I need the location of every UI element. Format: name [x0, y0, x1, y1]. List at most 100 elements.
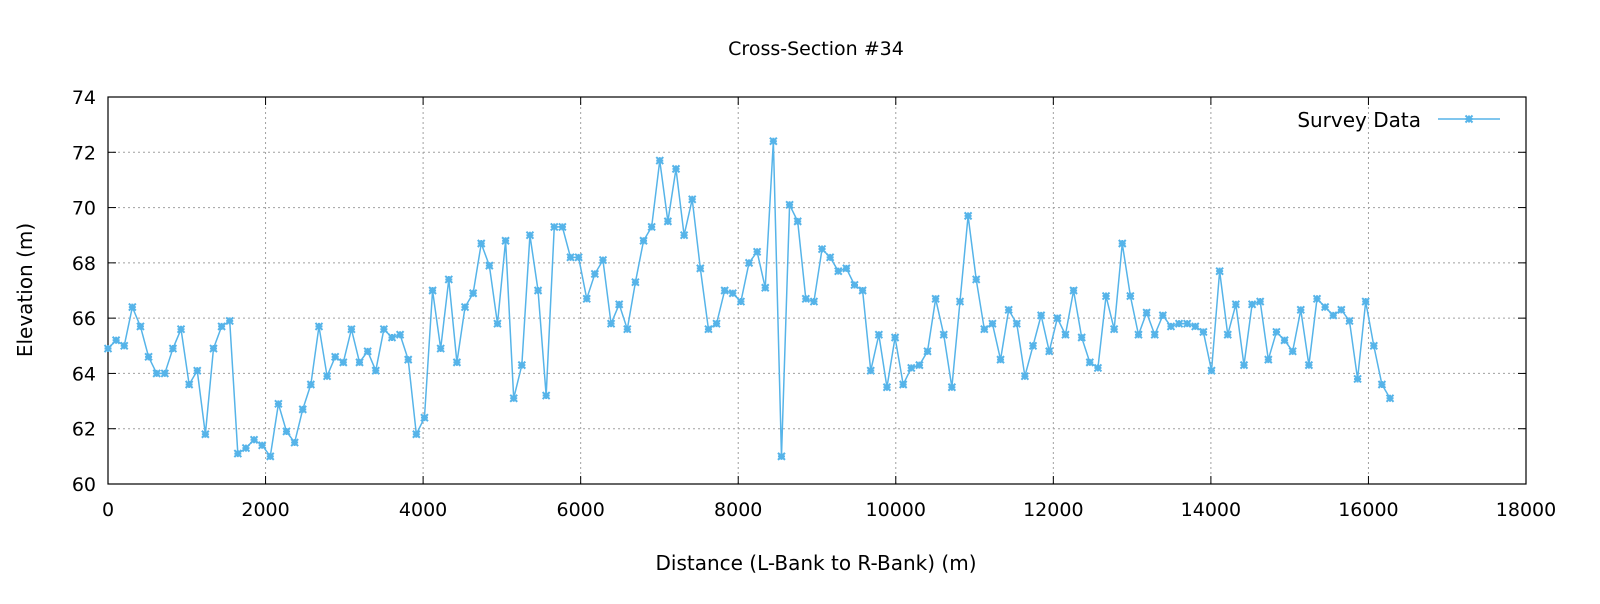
data-point: [1329, 311, 1338, 320]
data-point: [363, 347, 372, 356]
data-point: [1061, 330, 1070, 339]
series-survey-data: [103, 137, 1395, 461]
data-point: [241, 443, 251, 453]
data-point: [209, 344, 218, 353]
y-tick-label: 74: [72, 87, 96, 109]
data-point: [339, 358, 348, 367]
x-tick-label: 18000: [1496, 499, 1556, 521]
data-point: [330, 352, 340, 362]
data-point: [639, 236, 648, 245]
data-point: [103, 344, 113, 353]
data-point: [1288, 347, 1297, 356]
data-point: [428, 286, 437, 295]
x-tick-label: 0: [102, 499, 114, 521]
data-point: [136, 322, 145, 331]
data-point: [1464, 114, 1474, 124]
data-point: [517, 360, 527, 370]
data-point: [550, 222, 559, 232]
data-point: [1004, 305, 1013, 315]
data-point: [1247, 300, 1257, 309]
y-tick-label: 66: [72, 308, 96, 330]
data-point: [1231, 300, 1241, 309]
data-point: [493, 319, 502, 328]
data-point: [193, 366, 202, 375]
data-point: [720, 286, 729, 295]
data-point: [712, 319, 721, 328]
data-point: [257, 441, 267, 450]
data-point: [1191, 322, 1200, 331]
data-point: [217, 322, 226, 331]
data-point: [1296, 305, 1305, 315]
data-point: [907, 363, 916, 373]
data-point: [898, 380, 908, 389]
data-point: [1101, 291, 1111, 301]
data-point: [1312, 294, 1322, 304]
data-point: [314, 322, 324, 331]
data-point: [322, 371, 332, 381]
data-point: [160, 369, 170, 378]
data-point: [1369, 341, 1379, 350]
data-point: [420, 413, 429, 422]
data-point: [1150, 330, 1159, 339]
data-point: [915, 360, 924, 370]
data-point: [1255, 297, 1265, 306]
data-point: [688, 195, 697, 204]
data-point: [266, 452, 275, 461]
data-point: [744, 258, 754, 268]
data-point: [1109, 324, 1119, 334]
x-tick-label: 14000: [1181, 499, 1241, 521]
data-point: [777, 452, 786, 461]
data-point: [696, 264, 705, 273]
data-point: [233, 449, 243, 458]
y-tick-label: 62: [72, 419, 96, 441]
data-point: [452, 358, 462, 367]
data-point: [866, 366, 875, 375]
data-point: [1077, 333, 1086, 342]
data-point: [631, 277, 640, 287]
data-point: [623, 324, 632, 334]
data-point: [939, 330, 948, 339]
data-point: [728, 289, 737, 298]
data-point: [1142, 308, 1151, 317]
x-tick-label: 8000: [714, 499, 762, 521]
data-point: [184, 380, 194, 389]
data-point: [882, 383, 892, 392]
data-point: [1207, 366, 1216, 375]
data-point: [1020, 371, 1030, 381]
data-point: [347, 324, 356, 334]
y-tick-label: 60: [72, 474, 96, 496]
x-tick-label: 2000: [241, 499, 289, 521]
data-point: [566, 253, 575, 262]
data-point: [761, 283, 770, 292]
data-point: [468, 289, 478, 298]
data-point: [972, 275, 981, 284]
data-point: [890, 333, 900, 342]
data-point: [1385, 394, 1395, 403]
data-point: [1182, 319, 1192, 328]
data-point: [436, 344, 445, 353]
y-tick-label: 68: [72, 253, 96, 275]
data-point: [1361, 297, 1370, 306]
data-point: [874, 330, 884, 339]
data-point: [1158, 311, 1168, 320]
data-point: [1199, 327, 1208, 337]
data-point: [574, 253, 583, 262]
x-tick-label: 4000: [399, 499, 447, 521]
data-point: [509, 394, 518, 403]
data-point: [842, 264, 851, 273]
data-point: [996, 355, 1005, 364]
data-point: [412, 430, 421, 439]
data-point: [1377, 380, 1387, 389]
data-point: [769, 137, 778, 146]
data-point: [274, 399, 283, 409]
data-point: [1353, 374, 1362, 384]
data-point: [1264, 355, 1273, 364]
data-point: [955, 297, 965, 306]
data-point: [1069, 286, 1078, 295]
x-tick-label: 6000: [556, 499, 604, 521]
data-point: [1134, 330, 1143, 339]
data-point: [923, 347, 932, 356]
y-tick-label: 70: [72, 198, 96, 220]
y-axis-label: Elevation (m): [13, 223, 37, 357]
